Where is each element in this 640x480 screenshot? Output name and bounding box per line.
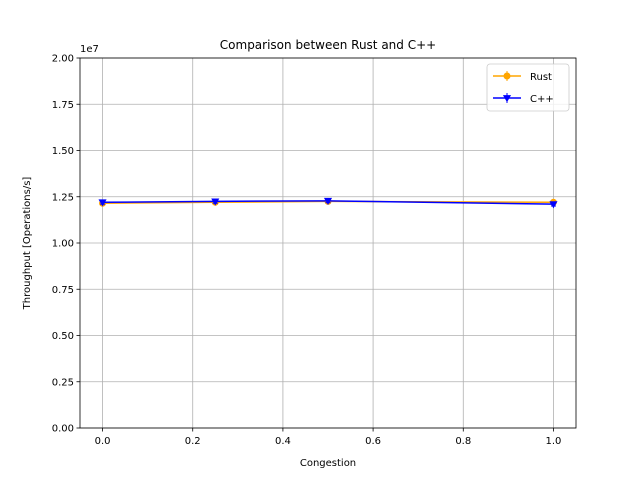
legend: Rust C++ bbox=[486, 63, 570, 112]
x-tick-label: 0.0 bbox=[95, 436, 111, 447]
x-tick-label: 0.6 bbox=[365, 436, 381, 447]
x-tick-label: 0.4 bbox=[275, 436, 291, 447]
y-tick-label: 0.75 bbox=[52, 285, 74, 296]
legend-label: Rust bbox=[530, 72, 552, 83]
x-tick-label: 1.0 bbox=[546, 436, 562, 447]
chart-title: Comparison between Rust and C++ bbox=[220, 38, 436, 52]
data-point bbox=[549, 201, 558, 209]
legend-marker bbox=[502, 95, 512, 103]
y-tick-label: 1.75 bbox=[52, 100, 74, 111]
y-tick-label: 2.00 bbox=[52, 54, 74, 65]
x-axis-label: Congestion bbox=[300, 458, 356, 469]
y-tick-label: 1.50 bbox=[52, 146, 74, 157]
y-tick-label: 1.25 bbox=[52, 192, 74, 203]
y-tick-label: 0.00 bbox=[52, 424, 74, 435]
data-point bbox=[323, 197, 333, 206]
y-axis-ticks: 0.00 0.25 0.50 0.75 1.00 1.25 1.50 1.75 2.00 bbox=[52, 54, 80, 435]
series-line bbox=[102, 200, 554, 205]
x-axis-ticks: 0.0 0.2 0.4 0.6 0.8 1.0 bbox=[95, 428, 562, 447]
data-point bbox=[211, 198, 220, 206]
legend-items: Rust C++ bbox=[493, 71, 554, 105]
legend-entry: Rust bbox=[493, 71, 552, 83]
y-tick-label: 1.00 bbox=[52, 239, 74, 250]
legend-entry: C++ bbox=[493, 93, 554, 105]
legend-label: C++ bbox=[530, 94, 554, 105]
legend-box bbox=[486, 63, 570, 112]
data-point bbox=[98, 199, 107, 207]
x-tick-label: 0.8 bbox=[455, 436, 471, 447]
y-axis-label: Throughput [Operations/s] bbox=[22, 177, 33, 311]
y-tick-label: 0.50 bbox=[52, 331, 74, 342]
x-tick-label: 0.2 bbox=[185, 436, 201, 447]
y-tick-label: 0.25 bbox=[52, 377, 74, 388]
legend-marker bbox=[503, 72, 511, 80]
y-axis-offset-text: 1e7 bbox=[80, 44, 99, 55]
series-layer bbox=[98, 197, 558, 209]
series-1 bbox=[98, 197, 558, 209]
